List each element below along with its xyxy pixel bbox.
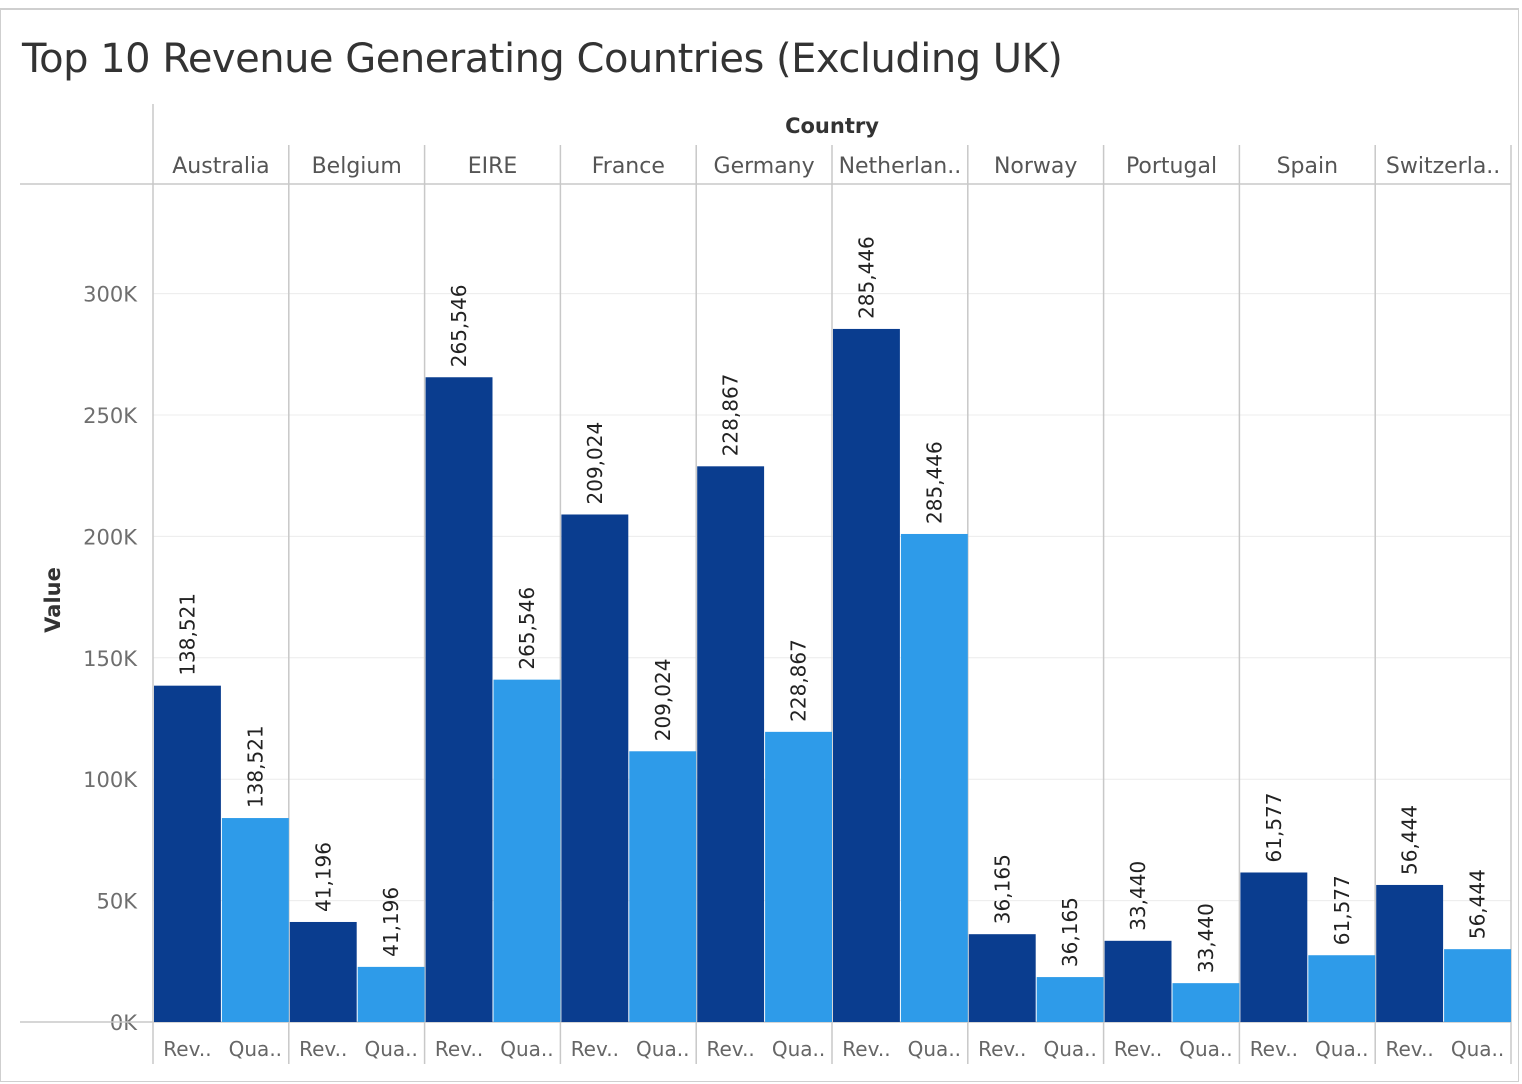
category-label: Norway (994, 154, 1077, 179)
y-tick-label: 100K (83, 768, 138, 792)
category-label: Germany (714, 154, 815, 179)
category-label: Spain (1277, 154, 1338, 179)
measure-label: Qua.. (1451, 1037, 1504, 1061)
measure-label: Rev.. (842, 1037, 890, 1061)
bar (697, 466, 765, 1022)
bar (561, 514, 629, 1022)
data-label: 285,446 (922, 441, 946, 524)
measure-label: Qua.. (1315, 1037, 1368, 1061)
measure-label: Rev.. (435, 1037, 483, 1061)
bar (1240, 872, 1308, 1022)
data-label: 56,444 (1466, 869, 1490, 939)
y-axis-title: Value (41, 567, 65, 633)
data-label: 209,024 (651, 659, 675, 742)
bar (425, 377, 493, 1023)
data-label: 41,196 (311, 842, 335, 912)
y-tick-label: 150K (83, 647, 138, 671)
measure-label: Qua.. (1043, 1037, 1096, 1061)
data-label: 228,867 (787, 639, 811, 722)
data-label: 33,440 (1126, 861, 1150, 931)
data-label: 33,440 (1194, 903, 1218, 973)
bar (1444, 949, 1511, 1022)
category-label: Australia (172, 154, 269, 179)
measure-label: Qua.. (908, 1037, 961, 1061)
chart-title: Top 10 Revenue Generating Countries (Exc… (22, 36, 1063, 82)
category-label: Belgium (312, 154, 402, 179)
measure-label: Rev.. (571, 1037, 619, 1061)
data-label: 265,546 (447, 285, 471, 368)
data-label: 138,521 (175, 593, 199, 676)
data-label: 36,165 (990, 854, 1014, 924)
bar (1376, 884, 1444, 1022)
data-label: 209,024 (583, 422, 607, 505)
bar (154, 685, 221, 1022)
bar (289, 921, 357, 1022)
bar (357, 966, 425, 1022)
bar (833, 328, 900, 1022)
category-label: Portugal (1126, 154, 1217, 179)
data-label: 138,521 (243, 725, 267, 808)
measure-label: Rev.. (299, 1037, 347, 1061)
measure-label: Qua.. (364, 1037, 417, 1061)
bar (765, 731, 832, 1022)
y-tick-label: 250K (83, 404, 138, 428)
data-label: 265,546 (515, 587, 539, 670)
data-label: 36,165 (1058, 897, 1082, 967)
y-tick-label: 50K (97, 890, 139, 914)
bar (1172, 983, 1240, 1022)
y-tick-label: 200K (83, 525, 138, 549)
category-label: France (592, 154, 665, 179)
bar (900, 533, 968, 1022)
measure-label: Rev.. (706, 1037, 754, 1061)
bar (1036, 977, 1104, 1022)
measure-label: Qua.. (1179, 1037, 1232, 1061)
bar (1308, 955, 1376, 1022)
bar (1104, 940, 1172, 1022)
measure-label: Qua.. (229, 1037, 282, 1061)
y-tick-label: 300K (83, 283, 138, 307)
data-label: 228,867 (719, 374, 743, 457)
data-label: 61,577 (1330, 875, 1354, 945)
data-label: 285,446 (854, 236, 878, 319)
measure-label: Rev.. (1385, 1037, 1433, 1061)
data-label: 41,196 (379, 887, 403, 957)
measure-label: Rev.. (978, 1037, 1026, 1061)
measure-label: Qua.. (500, 1037, 553, 1061)
bar (629, 751, 697, 1022)
category-label: Switzerla.. (1386, 154, 1500, 179)
measure-label: Rev.. (1114, 1037, 1162, 1061)
bar (968, 934, 1036, 1022)
bar (493, 679, 561, 1022)
measure-label: Qua.. (772, 1037, 825, 1061)
data-label: 61,577 (1262, 793, 1286, 863)
y-tick-label: 0K (110, 1011, 138, 1035)
measure-label: Rev.. (163, 1037, 211, 1061)
measure-label: Qua.. (636, 1037, 689, 1061)
chart-frame (0, 8, 1519, 1082)
measure-label: Rev.. (1250, 1037, 1298, 1061)
data-label: 56,444 (1398, 805, 1422, 875)
bar (221, 818, 289, 1022)
column-header: Country (785, 114, 879, 138)
category-label: EIRE (468, 154, 518, 179)
category-label: Netherlan.. (839, 154, 962, 179)
